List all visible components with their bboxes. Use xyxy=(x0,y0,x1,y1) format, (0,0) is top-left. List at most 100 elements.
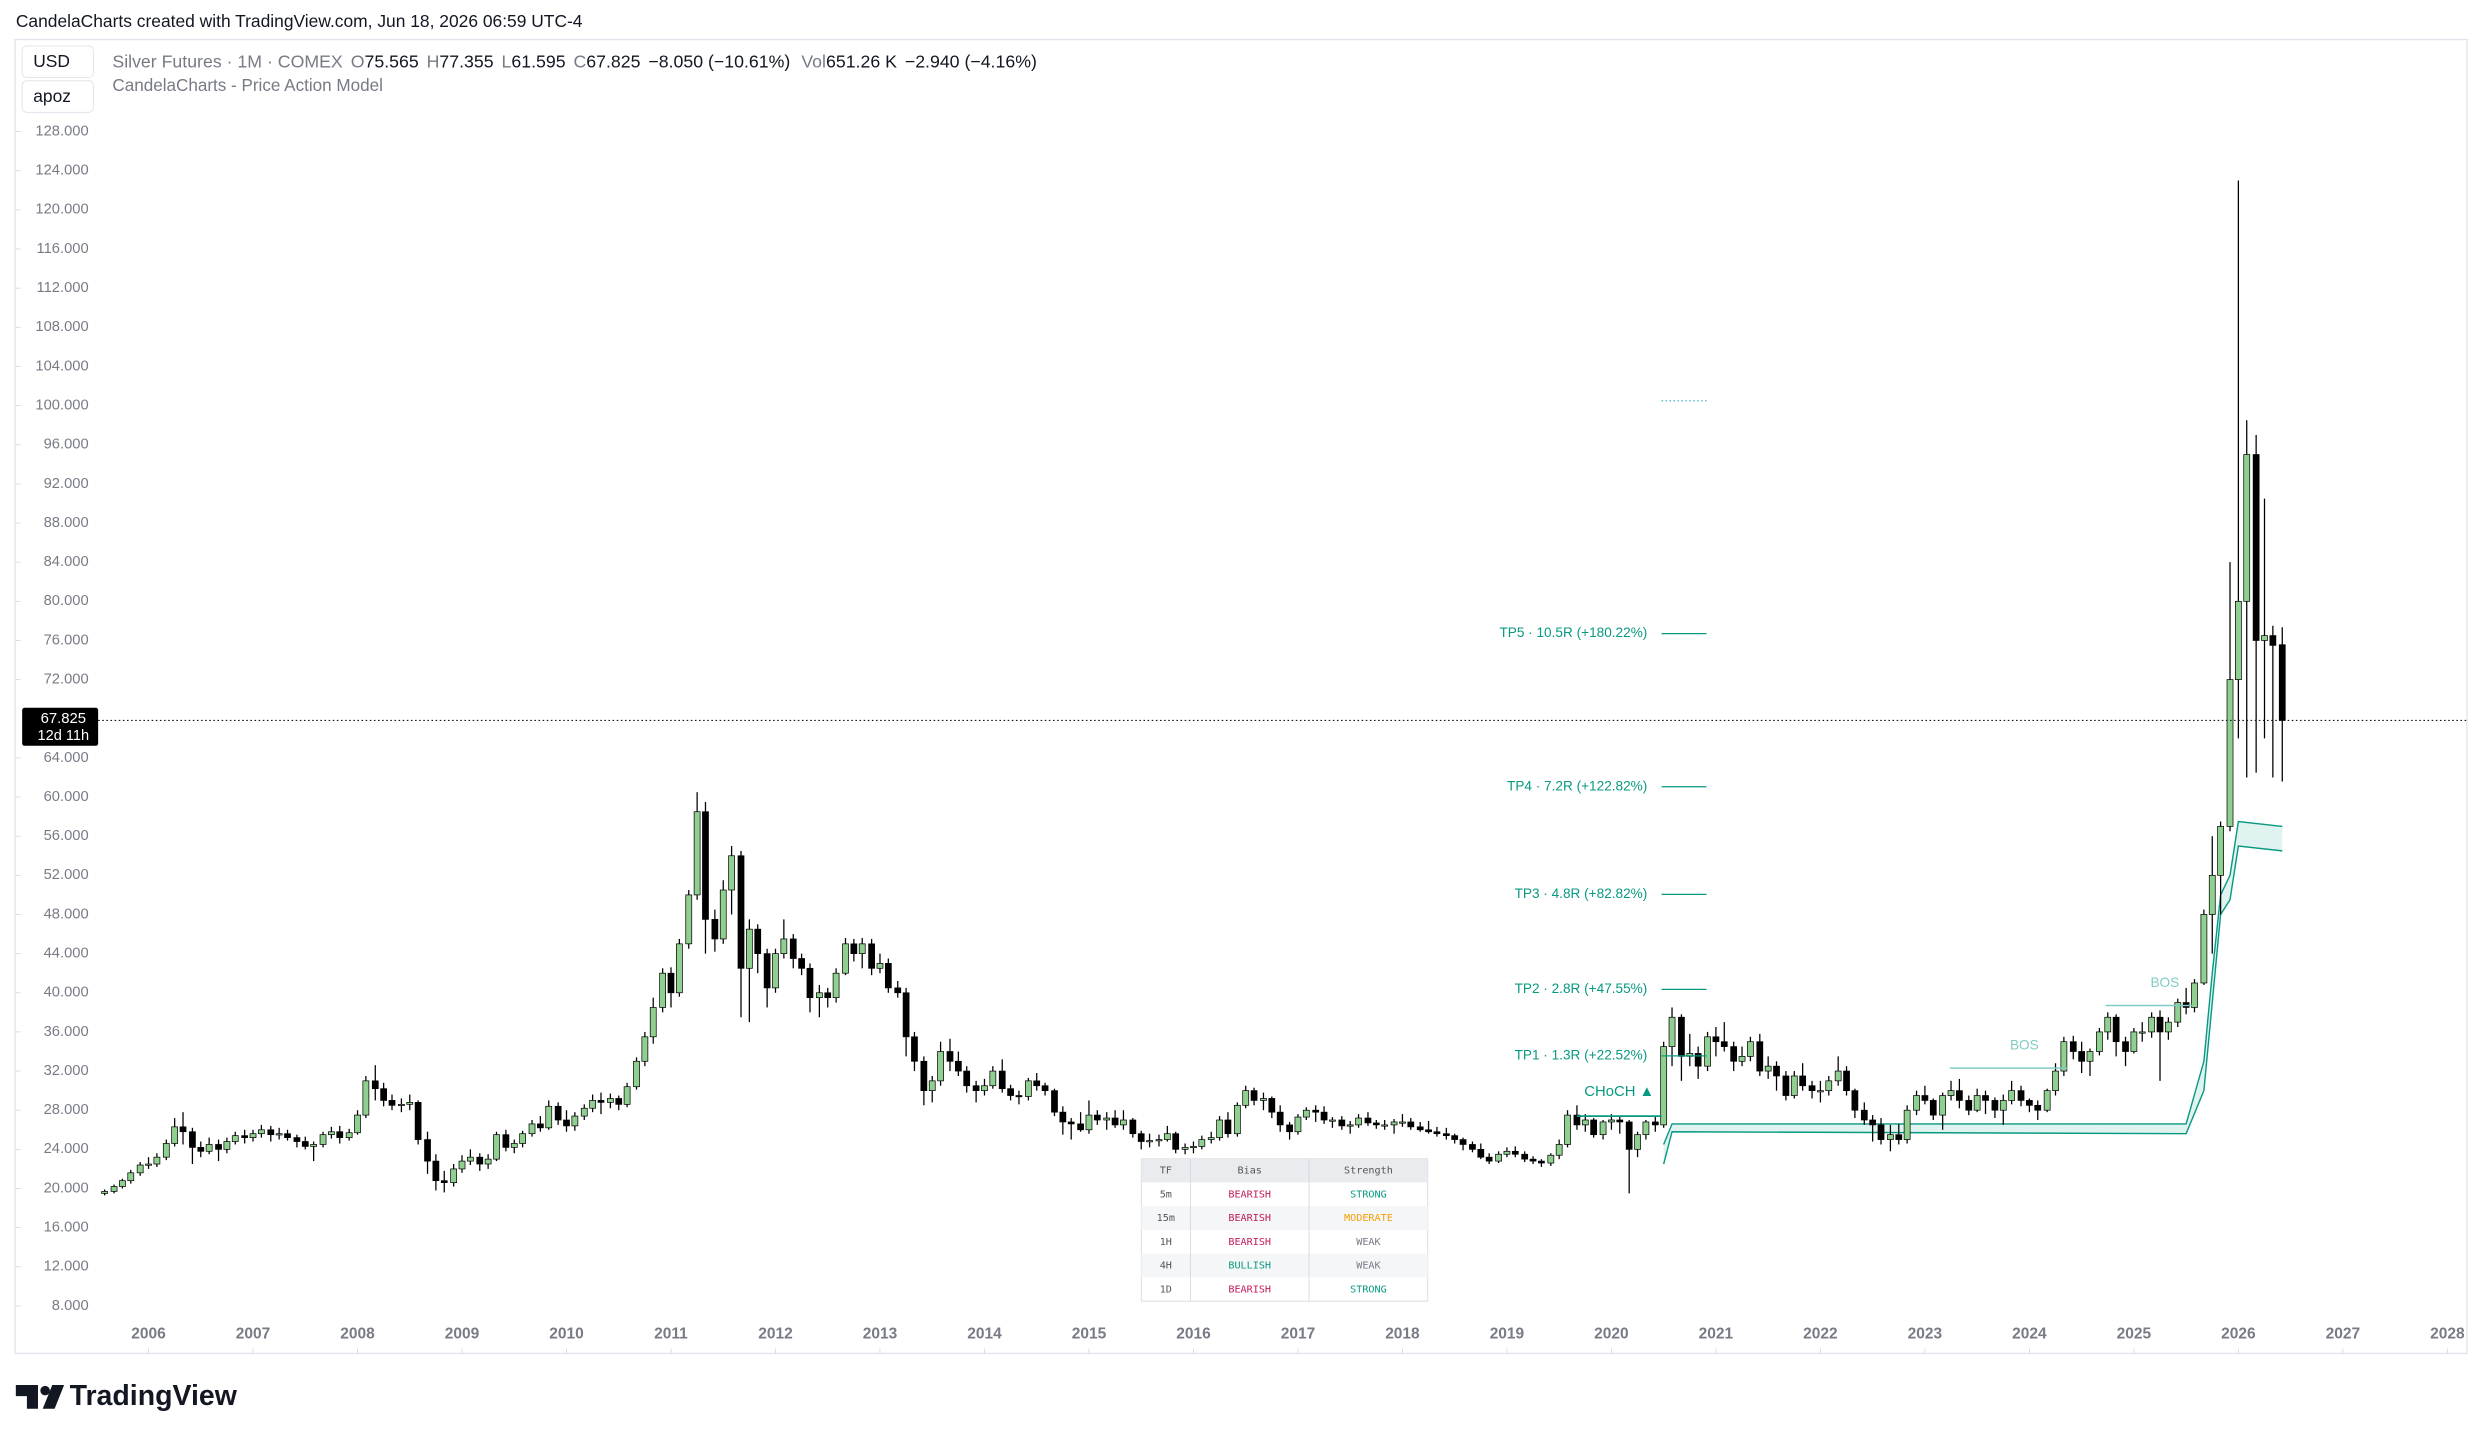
candle-body xyxy=(2052,1070,2059,1091)
x-tick-label: 2009 xyxy=(445,1325,480,1342)
candle-body xyxy=(1521,1153,1529,1160)
candle-body xyxy=(1433,1131,1441,1135)
candle-body xyxy=(554,1105,562,1121)
y-tick-label: 12.000 xyxy=(44,1259,89,1275)
candle-body xyxy=(659,972,666,1008)
x-tick-label: 2012 xyxy=(758,1325,792,1342)
y-tick-label: 96.000 xyxy=(44,437,89,453)
candle-body xyxy=(2217,826,2224,876)
h-label: H xyxy=(427,51,440,71)
y-tick-label: 36.000 xyxy=(44,1024,89,1040)
candle-body xyxy=(2043,1090,2051,1111)
candle-body xyxy=(406,1102,414,1105)
indicator-name: CandelaCharts - Price Action Model xyxy=(112,76,383,95)
candle-body xyxy=(345,1132,353,1138)
trail-line xyxy=(1663,820,2283,1145)
candle-body xyxy=(1738,1056,1746,1062)
target-label: TP4 · 7.2R (+122.82%) xyxy=(1507,778,1647,793)
symbol: Silver Futures · 1M · COMEX xyxy=(112,51,343,71)
candle-body xyxy=(1495,1153,1502,1162)
change: −8.050 (−10.61%) xyxy=(648,51,790,71)
candle-body xyxy=(424,1139,431,1162)
y-tick-label: 28.000 xyxy=(44,1102,89,1118)
user[interactable]: apoz xyxy=(33,86,71,106)
candle-body xyxy=(623,1086,631,1105)
candle-body xyxy=(780,938,788,954)
y-tick-label: 108.000 xyxy=(35,319,88,335)
candle-body xyxy=(205,1144,213,1152)
candle-body xyxy=(2122,1041,2129,1052)
candle-body xyxy=(1041,1085,1049,1091)
candle-body xyxy=(2261,635,2268,641)
candle-body xyxy=(1015,1095,1023,1098)
x-tick-label: 2013 xyxy=(863,1325,898,1342)
y-tick-label: 124.000 xyxy=(35,163,88,179)
candle-body xyxy=(911,1036,918,1062)
currency-button[interactable] xyxy=(21,45,94,79)
candle-body xyxy=(1364,1117,1372,1124)
candle-body xyxy=(1224,1119,1232,1135)
x-tick-label: 2027 xyxy=(2326,1325,2360,1342)
y-tick-label: 80.000 xyxy=(44,593,89,609)
candle-body xyxy=(2078,1051,2086,1062)
candle-body xyxy=(607,1098,614,1103)
candle-body xyxy=(484,1158,492,1165)
chart-frame xyxy=(14,38,2468,1355)
candle-body xyxy=(1581,1119,1589,1126)
candle-body xyxy=(1564,1114,1571,1145)
y-tick-label: 20.000 xyxy=(44,1180,89,1196)
candle-body xyxy=(789,938,797,959)
candle-body xyxy=(1694,1053,1702,1067)
user-button[interactable] xyxy=(21,80,94,113)
candle-body xyxy=(1903,1109,1911,1140)
candle-body xyxy=(1999,1100,2007,1111)
candle-body xyxy=(1956,1090,1963,1101)
credit: CandelaCharts created with TradingView.c… xyxy=(16,11,583,31)
candle-body xyxy=(258,1129,265,1135)
candle-body xyxy=(1085,1114,1093,1131)
candle-body xyxy=(1965,1100,1973,1111)
l-label: L xyxy=(502,51,512,71)
candle-body xyxy=(902,992,910,1038)
table-cell: BEARISH xyxy=(1228,1237,1271,1248)
candle-body xyxy=(1190,1146,1197,1149)
y-tick-label: 40.000 xyxy=(44,985,89,1001)
trail-band xyxy=(1663,821,2283,1165)
candle-body xyxy=(615,1098,623,1105)
candle-body xyxy=(754,928,762,954)
candle-body xyxy=(2069,1041,2077,1052)
candle-body xyxy=(1843,1070,1850,1091)
candle-body xyxy=(249,1133,257,1138)
table-cell: 1D xyxy=(1160,1284,1172,1295)
candle-body xyxy=(693,811,701,896)
candle-body xyxy=(2034,1104,2042,1111)
countdown: 12d 11h xyxy=(38,728,90,744)
candle-body xyxy=(1129,1119,1137,1135)
candle-body xyxy=(1320,1111,1328,1121)
x-tick-label: 2023 xyxy=(1908,1325,1943,1342)
target-label: TP5 · 10.5R (+180.22%) xyxy=(1499,625,1647,640)
currency[interactable]: USD xyxy=(33,51,70,71)
candle-body xyxy=(2252,454,2260,641)
candle-body xyxy=(1608,1119,1615,1123)
candle-body xyxy=(1555,1144,1563,1156)
candle-body xyxy=(1007,1088,1014,1096)
candle-body xyxy=(806,967,814,999)
candle-body xyxy=(1338,1119,1346,1127)
candle-body xyxy=(850,943,858,954)
candle-body xyxy=(354,1114,361,1134)
candle-body xyxy=(649,1007,657,1038)
candle-body xyxy=(145,1163,152,1166)
candle-body xyxy=(1939,1095,1947,1116)
candle-body xyxy=(1198,1139,1206,1147)
trail-line xyxy=(1662,845,2283,1165)
candle-body xyxy=(571,1115,579,1127)
y-tick-label: 92.000 xyxy=(44,476,89,492)
candle-body xyxy=(380,1088,388,1101)
candle-body xyxy=(1929,1100,1937,1116)
candle-body xyxy=(1407,1121,1415,1128)
candle-body xyxy=(946,1051,954,1062)
candle-body xyxy=(1329,1119,1336,1122)
candle-body xyxy=(1764,1065,1772,1072)
